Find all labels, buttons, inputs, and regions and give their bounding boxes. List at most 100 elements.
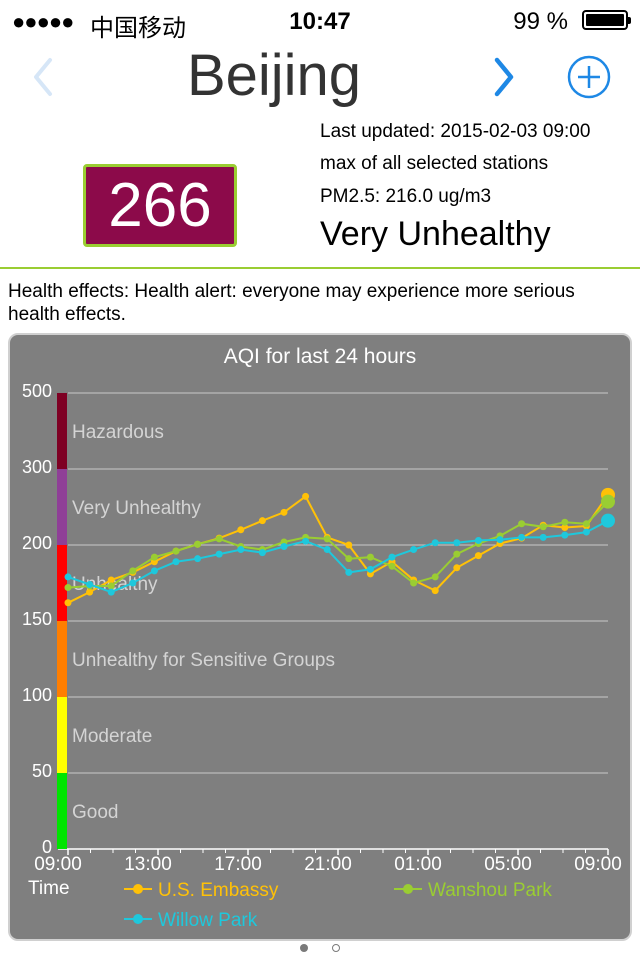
aqi-band-5 <box>57 393 67 469</box>
y-tick-label: 300 <box>22 457 52 477</box>
data-point <box>194 540 202 548</box>
series-line-1 <box>67 500 609 589</box>
data-point <box>539 523 547 531</box>
plus-circle-icon <box>567 55 611 99</box>
data-point <box>129 579 137 587</box>
battery-icon <box>582 10 631 30</box>
data-point <box>64 599 72 607</box>
data-point <box>496 536 504 544</box>
data-point <box>172 558 180 566</box>
data-point <box>582 520 590 528</box>
data-point <box>410 546 418 554</box>
data-point <box>582 528 590 536</box>
status-bar: ●●●●● 中国移动 10:47 99 % <box>0 0 640 42</box>
data-point <box>215 550 223 558</box>
aqi-band-0 <box>57 773 67 849</box>
data-point <box>86 581 94 589</box>
y-tick-label: 0 <box>42 837 52 857</box>
data-point <box>561 524 569 532</box>
divider <box>0 267 640 269</box>
y-tick-label: 200 <box>22 533 52 553</box>
data-point <box>345 541 353 549</box>
data-point <box>388 562 396 570</box>
x-tick-label: 09:00 <box>34 854 82 875</box>
data-point <box>172 547 180 555</box>
page-dot-active[interactable] <box>300 944 308 952</box>
x-tick-label: 17:00 <box>214 854 262 875</box>
data-point <box>64 584 72 592</box>
page-dot-inactive[interactable] <box>332 944 340 952</box>
legend-label: Wanshou Park <box>428 880 552 901</box>
y-tick-label: 100 <box>22 685 52 705</box>
add-station-button[interactable] <box>567 55 611 99</box>
data-point <box>366 565 374 573</box>
data-point <box>601 494 615 509</box>
x-tick-label: 01:00 <box>394 854 442 875</box>
data-point <box>107 582 115 590</box>
chevron-right-icon[interactable] <box>488 52 518 102</box>
legend-marker <box>133 914 143 924</box>
data-point <box>410 579 418 587</box>
data-point <box>323 546 331 554</box>
data-point <box>237 526 245 534</box>
data-point <box>150 553 158 561</box>
pm25-reading: PM2.5: 216.0 ug/m3 <box>320 186 492 207</box>
status-time: 10:47 <box>289 8 351 35</box>
data-point <box>601 513 615 528</box>
data-point <box>431 573 439 581</box>
data-point <box>150 567 158 575</box>
page-indicator[interactable] <box>0 942 640 956</box>
city-title: Beijing <box>186 43 362 108</box>
data-point <box>302 537 310 545</box>
data-point <box>561 518 569 526</box>
data-point <box>388 553 396 561</box>
data-point <box>453 550 461 558</box>
data-point <box>258 517 266 525</box>
data-point <box>518 520 526 528</box>
chevron-left-icon[interactable] <box>28 52 58 102</box>
y-tick-label: 50 <box>32 761 52 781</box>
aqi-chart-panel <box>8 333 632 941</box>
data-point <box>431 539 439 547</box>
y-tick-label: 500 <box>22 381 52 401</box>
data-point <box>237 546 245 554</box>
data-point <box>302 492 310 500</box>
aqi-value-badge: 266 <box>83 164 237 247</box>
aqi-band-1 <box>57 697 67 773</box>
legend-label: Willow Park <box>158 910 258 931</box>
station-selection: max of all selected stations <box>320 153 549 174</box>
data-point <box>474 536 482 544</box>
band-label: Very Unhealthy <box>72 498 201 519</box>
data-point <box>86 588 94 596</box>
data-point <box>518 533 526 541</box>
data-point <box>345 555 353 563</box>
band-label: Good <box>72 802 118 823</box>
data-point <box>215 535 223 543</box>
x-tick-label: 05:00 <box>484 854 532 875</box>
x-tick-label: 21:00 <box>304 854 352 875</box>
series-line-0 <box>67 494 609 604</box>
y-tick-label: 150 <box>22 609 52 629</box>
aqi-category: Very Unhealthy <box>320 215 551 253</box>
band-label: Moderate <box>72 726 152 747</box>
data-point <box>561 531 569 539</box>
data-point <box>258 549 266 557</box>
data-point <box>366 553 374 561</box>
data-point <box>453 564 461 572</box>
health-effects: Health effects: Health alert: everyone m… <box>8 281 575 325</box>
data-point <box>107 588 115 596</box>
data-point <box>323 535 331 543</box>
data-point <box>431 587 439 595</box>
x-tick-label: 09:00 <box>574 854 622 875</box>
band-label: Hazardous <box>72 422 164 443</box>
data-point <box>345 568 353 576</box>
data-point <box>280 543 288 551</box>
signal-strength-icon: ●●●●● <box>12 9 74 34</box>
battery-percentage: 99 % <box>513 8 568 35</box>
aqi-band-4 <box>57 469 67 545</box>
data-point <box>539 533 547 541</box>
data-point <box>107 576 115 584</box>
chart-title: AQI for last 24 hours <box>224 345 417 368</box>
series-line-2 <box>67 519 609 594</box>
